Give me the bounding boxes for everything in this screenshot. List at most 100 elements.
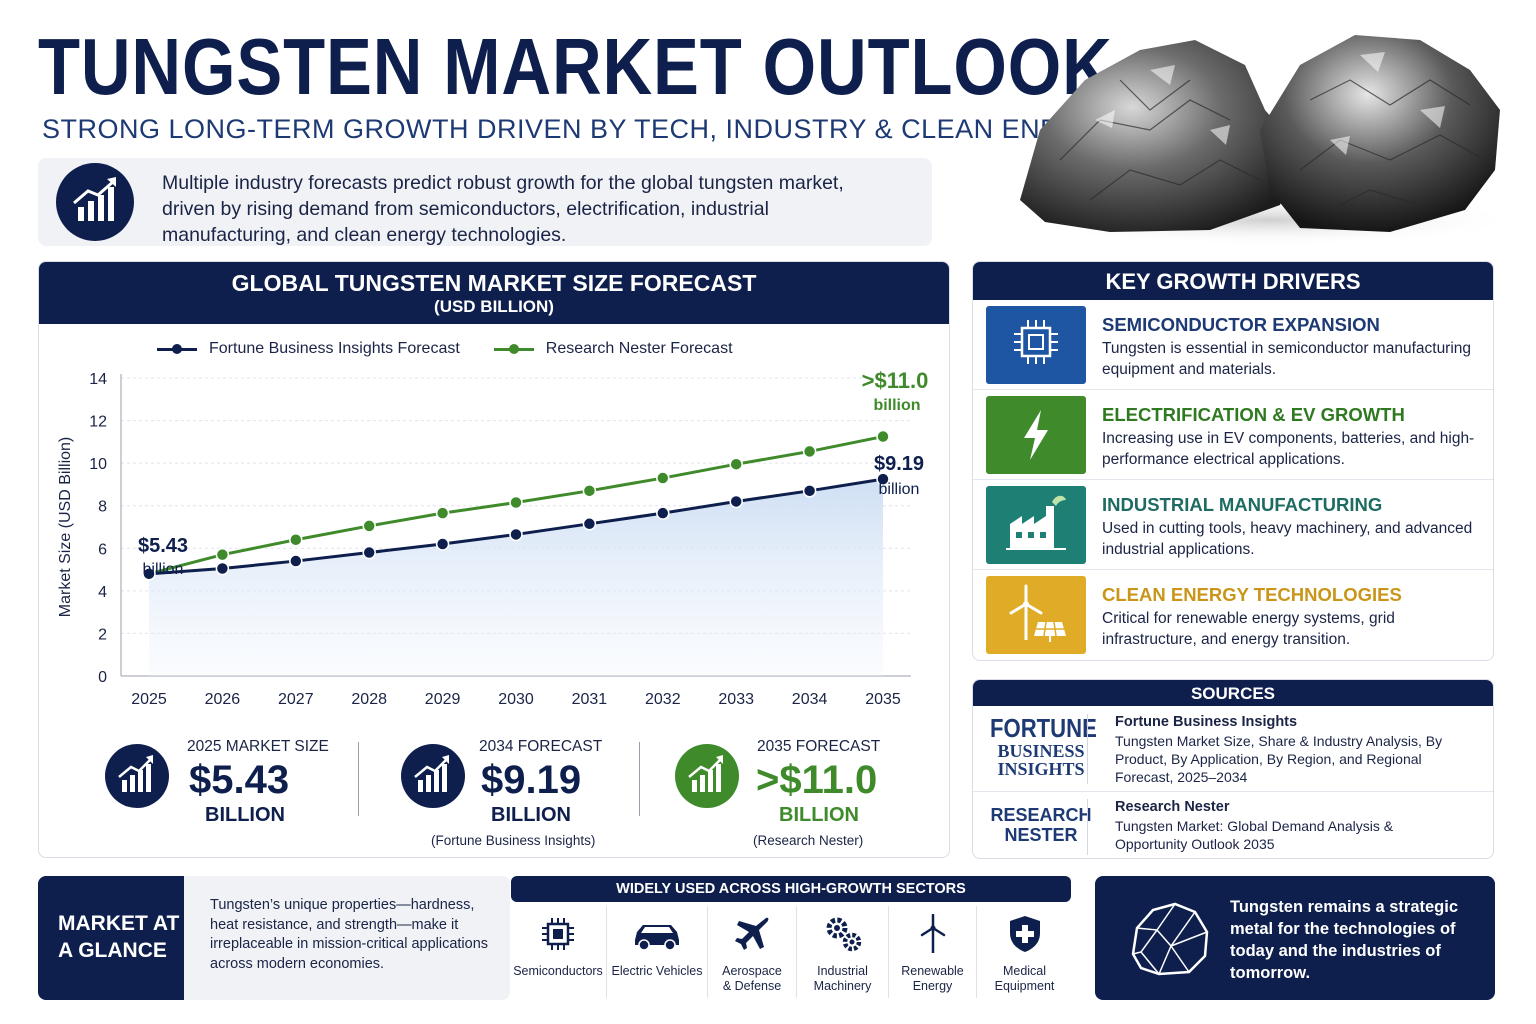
intro-box: Multiple industry forecasts predict robu… <box>38 158 932 246</box>
data-point-research-nester <box>509 495 523 510</box>
driver-desc: Critical for renewable energy systems, g… <box>1102 610 1395 648</box>
glance-text: Tungsten’s unique properties—hardness, h… <box>210 897 489 972</box>
y-tick-label: 8 <box>98 499 107 516</box>
strategic-metal-box: Tungsten remains a strategic metal for t… <box>1095 876 1495 1000</box>
data-point-fortune <box>509 527 523 542</box>
sources-panel: SOURCES FORTUNE BUSINESS INSIGHTS Fortun… <box>972 679 1494 859</box>
sector-medical-equipment: Medical Equipment <box>977 906 1072 998</box>
medical-shield-icon <box>1009 916 1040 952</box>
sector-electric-vehicles: Electric Vehicles <box>607 906 708 998</box>
data-point-fortune <box>582 517 597 531</box>
data-point-research-nester <box>362 519 376 533</box>
sector-label: Medical Equipment <box>994 964 1055 993</box>
x-tick-label: 2035 <box>865 691 901 708</box>
annotation-value-2034: $9.19 <box>874 453 924 475</box>
data-point-research-nester <box>876 429 890 444</box>
chip-icon <box>986 306 1086 384</box>
data-point-research-nester <box>582 484 597 498</box>
data-point-fortune <box>142 567 156 581</box>
driver-clean-energy: CLEAN ENERGY TECHNOLOGIES Critical for r… <box>973 570 1493 660</box>
area-fill-fortune <box>149 479 883 676</box>
source-desc: Tungsten Market Size, Share & Industry A… <box>1115 733 1443 785</box>
legend-label-fortune: Fortune Business Insights Forecast <box>209 340 460 357</box>
tungsten-ore-image <box>1020 35 1520 246</box>
legend-label-research-nester: Research Nester Forecast <box>545 340 733 357</box>
data-point-fortune <box>729 494 743 509</box>
legend-swatch-fortune <box>157 344 197 354</box>
sector-label: Electric Vehicles <box>611 964 703 978</box>
sector-label: Renewable Energy <box>901 964 964 993</box>
airplane-icon <box>735 917 769 950</box>
y-tick-label: 0 <box>98 669 107 686</box>
source-divider <box>1087 714 1088 784</box>
stat-divider <box>358 742 359 816</box>
growth-chart-icon <box>56 163 134 241</box>
page-title: TUNGSTEN MARKET OUTLOOK <box>38 22 1113 111</box>
data-point-research-nester <box>215 547 230 562</box>
data-point-fortune <box>362 545 376 560</box>
x-tick-label: 2034 <box>792 691 828 708</box>
gears-icon <box>826 917 861 952</box>
fortune-logo: FORTUNE BUSINESS INSIGHTS <box>990 713 1097 779</box>
stat-value-2025: $5.43 <box>189 758 290 802</box>
chip-icon <box>542 918 574 950</box>
y-tick-label: 12 <box>89 414 107 431</box>
y-tick-label: 10 <box>89 456 107 473</box>
x-tick-label: 2029 <box>425 691 461 708</box>
stat-label-2034: 2034 FORECAST <box>479 738 603 755</box>
factory-icon <box>986 486 1086 564</box>
intro-text: Multiple industry forecasts predict robu… <box>162 172 844 246</box>
key-growth-drivers-panel: KEY GROWTH DRIVERS SEMICONDUCTOR EXPANSI… <box>972 261 1494 661</box>
source-fortune: FORTUNE BUSINESS INSIGHTS Fortune Busine… <box>973 706 1493 792</box>
driver-title: ELECTRIFICATION & EV GROWTH <box>1102 404 1405 425</box>
y-axis-label: Market Size (USD Billion) <box>57 437 74 617</box>
stat-growth-icon <box>105 744 169 808</box>
x-tick-label: 2033 <box>718 691 754 708</box>
data-point-research-nester <box>289 533 303 547</box>
stat-growth-icon <box>401 744 465 808</box>
driver-desc: Used in cutting tools, heavy machinery, … <box>1102 520 1473 558</box>
y-tick-label: 14 <box>89 371 107 388</box>
x-tick-label: 2026 <box>205 691 241 708</box>
market-size-chart-panel: GLOBAL TUNGSTEN MARKET SIZE FORECAST (US… <box>38 261 950 858</box>
sector-label: Aerospace & Defense <box>722 964 782 993</box>
sector-renewable-energy: Renewable Energy <box>889 906 977 998</box>
sectors-header: WIDELY USED ACROSS HIGH-GROWTH SECTORS <box>511 876 1071 902</box>
line-chart: 0 2 4 6 8 10 12 14 Market Size (USD Billion) 2025… <box>57 368 929 708</box>
x-tick-label: 2028 <box>351 691 387 708</box>
data-point-fortune <box>802 484 817 498</box>
x-tick-label: 2025 <box>131 691 167 708</box>
stat-growth-icon <box>675 744 739 808</box>
annotation-unit-2034: billion <box>879 481 920 498</box>
data-point-research-nester <box>656 471 670 485</box>
page-subtitle: STRONG LONG-TERM GROWTH DRIVEN BY TECH, … <box>42 114 1119 144</box>
annotation-value-2035: >$11.0 <box>862 368 929 393</box>
stat-label-2035: 2035 FORECAST <box>757 738 881 755</box>
sector-label: Industrial Machinery <box>813 964 872 993</box>
stat-divider <box>639 742 640 816</box>
chart-title: GLOBAL TUNGSTEN MARKET SIZE FORECAST <box>231 270 757 296</box>
source-name: Fortune Business Insights <box>1115 714 1298 730</box>
data-point-research-nester <box>729 457 743 471</box>
data-point-research-nester <box>802 444 817 459</box>
strategic-text: Tungsten remains a strategic metal for t… <box>1230 898 1459 982</box>
driver-semiconductor: SEMICONDUCTOR EXPANSION Tungsten is esse… <box>973 300 1493 390</box>
driver-industrial: INDUSTRIAL MANUFACTURING Used in cutting… <box>973 480 1493 570</box>
annotation-value-2025: $5.43 <box>138 535 188 557</box>
y-tick-label: 6 <box>98 541 107 558</box>
legend-item-fortune: Fortune Business Insights Forecast <box>157 340 460 358</box>
x-tick-label: 2027 <box>278 691 314 708</box>
drivers-header: KEY GROWTH DRIVERS <box>973 262 1493 300</box>
driver-title: INDUSTRIAL MANUFACTURING <box>1102 494 1383 515</box>
legend-item-research-nester: Research Nester Forecast <box>493 340 733 358</box>
driver-title: CLEAN ENERGY TECHNOLOGIES <box>1102 584 1402 605</box>
driver-desc: Increasing use in EV components, batteri… <box>1102 430 1475 468</box>
ore-icon <box>1131 902 1209 976</box>
chart-subtitle: (USD BILLION) <box>434 297 554 316</box>
stat-unit-2035: BILLION <box>779 804 859 826</box>
annotation-unit-2035: billion <box>873 397 920 414</box>
market-at-a-glance: MARKET AT A GLANCE Tungsten’s unique pro… <box>38 876 510 1000</box>
sector-industrial-machinery: Industrial Machinery <box>797 906 889 998</box>
y-tick-label: 2 <box>98 626 107 643</box>
source-name: Research Nester <box>1115 799 1230 815</box>
